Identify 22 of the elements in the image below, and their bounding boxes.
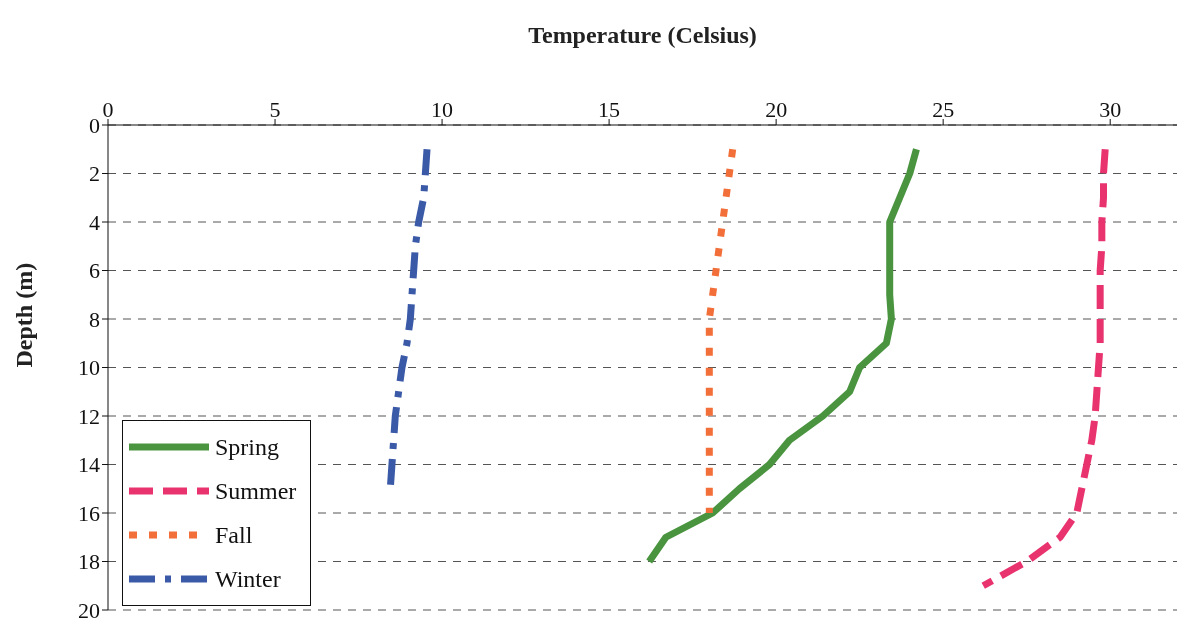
x-tick-label: 15 — [598, 97, 621, 122]
y-tick-label: 8 — [89, 306, 100, 332]
y-tick-label: 4 — [89, 209, 100, 235]
legend-label: Winter — [215, 565, 281, 593]
y-tick-label: 18 — [78, 549, 100, 575]
y-axis-title: Depth (m) — [10, 262, 37, 368]
x-tick-label: 10 — [431, 97, 454, 122]
y-tick-label: 20 — [78, 597, 100, 623]
legend-label: Fall — [215, 521, 253, 549]
legend-label: Summer — [215, 477, 297, 505]
y-tick-label: 10 — [78, 355, 100, 381]
y-tick-label: 16 — [78, 500, 100, 526]
y-tick-label: 14 — [78, 452, 100, 478]
x-tick-label: 25 — [932, 97, 955, 122]
x-tick-label: 30 — [1099, 97, 1122, 122]
x-tick-label: 5 — [269, 97, 281, 122]
legend-label: Spring — [215, 433, 280, 461]
y-tick-label: 12 — [78, 403, 100, 429]
y-tick-label: 2 — [89, 161, 100, 187]
x-tick-label: 20 — [765, 97, 788, 122]
y-tick-label: 6 — [89, 258, 100, 284]
x-axis-title: Temperature (Celsius) — [528, 22, 757, 49]
